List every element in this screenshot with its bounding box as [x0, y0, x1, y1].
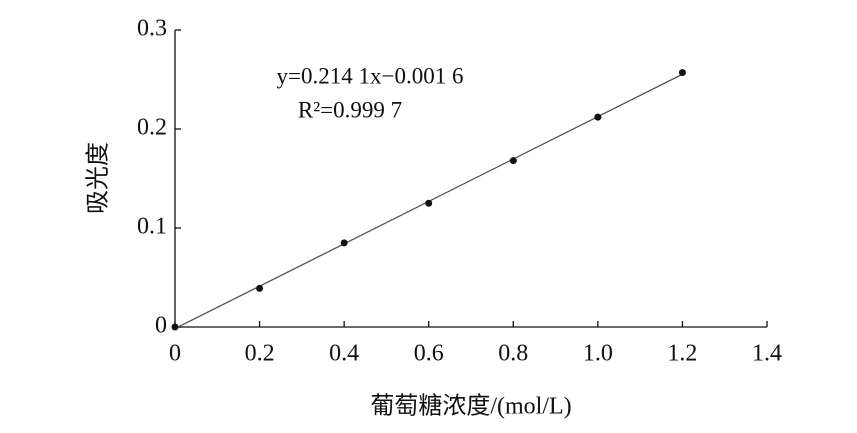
x-tick-label: 1.0 — [583, 341, 613, 367]
equation: y=0.214 1x−0.001 6 — [277, 63, 464, 88]
y-tick-label: 0.1 — [137, 214, 167, 240]
y-axis-label: 吸光度 — [85, 142, 112, 214]
x-axis-label: 葡萄糖浓度/(mol/L) — [370, 393, 571, 420]
y-tick-label: 0 — [155, 313, 167, 339]
x-tick-label: 1.4 — [752, 341, 782, 367]
x-tick-label: 0.6 — [414, 341, 444, 367]
y-tick-label: 0.2 — [137, 115, 167, 141]
data-point — [594, 113, 602, 121]
x-tick-label: 0.8 — [498, 341, 528, 367]
x-tick-label: 0.2 — [245, 341, 275, 367]
data-point — [509, 157, 517, 165]
data-point — [425, 199, 433, 207]
data-point — [340, 239, 348, 247]
x-tick-label: 1.2 — [667, 341, 697, 367]
data-point — [678, 69, 686, 77]
x-tick-label: 0.4 — [329, 341, 359, 367]
data-point — [171, 323, 179, 331]
r-squared: R²=0.999 7 — [298, 97, 402, 122]
data-point — [256, 284, 264, 292]
y-tick-label: 0.3 — [137, 16, 167, 42]
x-tick-label: 0 — [169, 341, 181, 367]
